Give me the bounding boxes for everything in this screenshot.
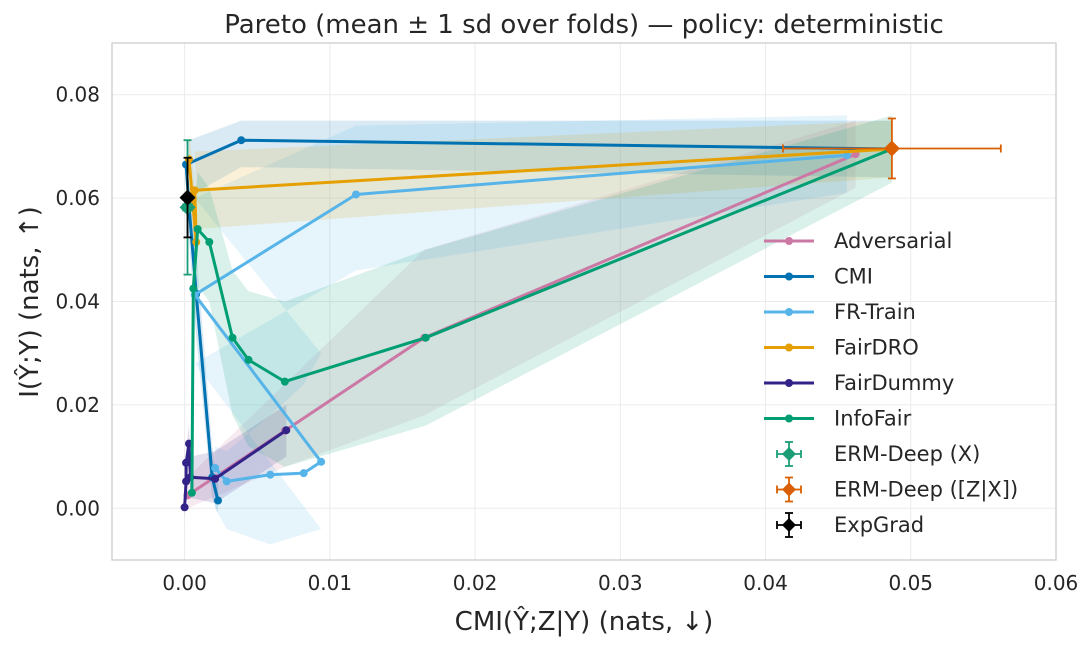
infofair-point [280, 377, 289, 386]
tick-labels: 0.00 0.01 0.02 0.03 0.04 0.05 0.06 0.00 0.02 0.04… [55, 83, 1078, 595]
adversarial-sd-band [187, 120, 856, 509]
cmi-point [237, 136, 246, 145]
legend-label: InfoFair [834, 407, 912, 431]
legend-swatch-marker [782, 518, 796, 532]
fairdro-point [190, 186, 199, 195]
x-tick-label: 0.06 [1034, 571, 1079, 595]
y-tick-label: 0.06 [55, 186, 100, 210]
legend-label: ERM-Deep (X) [834, 442, 980, 466]
legend-swatch-marker [785, 237, 793, 245]
legend-label: ERM-Deep ([Z|X]) [834, 478, 1018, 503]
legend-swatch-marker [782, 447, 796, 461]
legend-swatch-marker [785, 414, 793, 423]
legend-item-fairdummy: FairDummy [764, 371, 954, 395]
infofair-point [189, 284, 198, 293]
legend: Adversarial CMI FR-Train FairDRO FairDummy In… [764, 229, 1018, 538]
fr-train-sd-band [194, 115, 847, 545]
legend-swatch-marker [785, 272, 793, 281]
fr-train-point [222, 477, 231, 486]
fairdro-line [187, 147, 892, 244]
legend-item-cmi: CMI [764, 265, 873, 289]
x-tick-label: 0.02 [453, 571, 498, 595]
legend-item-adversarial: Adversarial [764, 229, 952, 253]
infofair-point [187, 488, 196, 497]
y-tick-label: 0.04 [55, 290, 100, 314]
grid [112, 43, 1057, 560]
erm-deep-z-x-marker [883, 140, 900, 157]
fairdro-point [184, 155, 193, 164]
legend-swatch-marker [782, 482, 796, 497]
legend-item-fr-train: FR-Train [764, 300, 916, 324]
fr-train-point [266, 470, 275, 479]
infofair-point [244, 355, 253, 364]
legend-swatch-marker [785, 379, 793, 387]
legend-item-expgrad: ExpGrad [776, 512, 924, 538]
fr-train-point [211, 463, 220, 472]
x-tick-label: 0.00 [162, 571, 207, 595]
x-tick-label: 0.04 [743, 571, 788, 595]
legend-item-erm-deep-z-x: ERM-Deep ([Z|X]) [776, 476, 1018, 503]
fairdummy-sd-band [184, 404, 287, 519]
legend-label: Adversarial [834, 229, 952, 253]
legend-label: CMI [834, 265, 873, 289]
legend-label: FairDRO [834, 336, 919, 360]
legend-item-fairdro: FairDRO [764, 336, 919, 360]
fairdummy-point [180, 503, 189, 512]
plot-frame [111, 42, 1057, 561]
fairdummy-point [182, 458, 191, 467]
fairdummy-point [282, 426, 291, 435]
legend-label: ExpGrad [834, 513, 924, 537]
x-axis-label: CMI(Ŷ;Z|Y) (nats, ↓) [455, 605, 714, 637]
y-axis-label: I(Ŷ;Y) (nats, ↑) [13, 206, 45, 398]
cmi-sd-band [186, 120, 892, 514]
fr-train-point [317, 457, 326, 466]
x-tick-label: 0.01 [308, 571, 353, 595]
legend-swatch-marker [785, 308, 793, 316]
legend-label: FR-Train [834, 300, 916, 324]
error-bars [179, 117, 1002, 276]
infofair-point [228, 333, 237, 342]
legend-item-erm-deep-x: ERM-Deep (X) [776, 441, 980, 467]
legend-label: FairDummy [834, 371, 954, 395]
fairdummy-point [211, 474, 220, 483]
fr-train-line [193, 153, 848, 483]
x-tick-label: 0.03 [598, 571, 643, 595]
infofair-point [205, 238, 214, 247]
chart-title: Pareto (mean ± 1 sd over folds) — policy… [224, 10, 944, 40]
erm-deep-z-x-errorbar [782, 117, 1002, 180]
infofair-point [193, 225, 202, 234]
expgrad-errorbar [179, 156, 196, 239]
y-tick-label: 0.02 [55, 393, 100, 417]
y-tick-label: 0.08 [55, 83, 100, 107]
infofair-point [421, 333, 430, 342]
legend-swatch-marker [785, 343, 793, 352]
x-tick-label: 0.05 [889, 571, 934, 595]
fr-train-point [299, 469, 308, 478]
expgrad-marker [179, 189, 196, 206]
y-tick-label: 0.00 [55, 496, 100, 520]
legend-item-infofair: InfoFair [764, 407, 912, 431]
series-lines [180, 136, 896, 512]
fr-train-point [351, 190, 360, 199]
cmi-point [214, 496, 223, 505]
